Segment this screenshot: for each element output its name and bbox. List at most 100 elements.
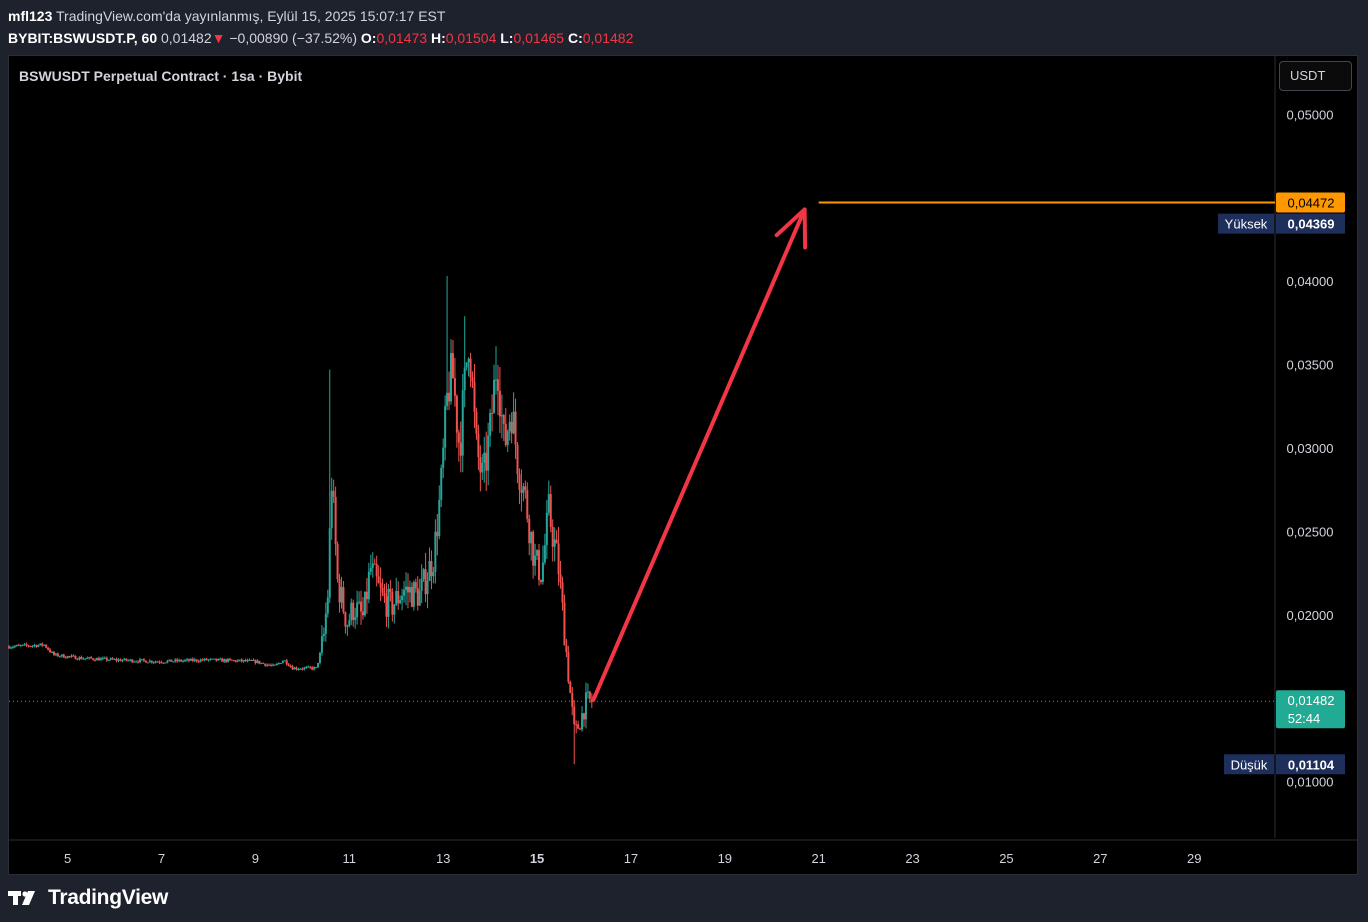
symbol-name[interactable]: BYBIT:BSWUSDT.P, 60 xyxy=(8,30,158,46)
candle-body xyxy=(154,661,157,663)
candle-body xyxy=(494,379,497,381)
candle-body xyxy=(332,490,335,497)
y-tick-label: 0,02500 xyxy=(1287,524,1334,539)
candle-body xyxy=(520,489,523,493)
candle-body xyxy=(344,612,347,627)
candle-body xyxy=(446,392,449,406)
candle-body xyxy=(467,358,470,363)
price-change: −0,00890 (−37.52%) xyxy=(229,30,358,46)
candle-body xyxy=(115,659,118,661)
candle-body xyxy=(80,657,83,660)
candle-body xyxy=(539,580,542,582)
candle-body xyxy=(403,589,406,596)
candle-body xyxy=(385,596,388,617)
low-tag-text: Düşük xyxy=(1231,757,1268,772)
candle-body xyxy=(97,658,100,661)
candle-body xyxy=(436,531,439,537)
candle-body xyxy=(144,660,147,663)
candle-body xyxy=(275,663,278,665)
candle-body xyxy=(313,667,316,670)
x-tick-label: 5 xyxy=(64,851,71,866)
candle-body xyxy=(225,659,228,662)
candle-body xyxy=(176,659,179,662)
candle-body xyxy=(430,561,433,577)
candle-body xyxy=(581,713,584,730)
candle-body xyxy=(514,411,517,445)
candle-body xyxy=(538,550,541,581)
candle-body xyxy=(82,658,85,660)
candle-body xyxy=(234,660,237,662)
high-value: 0,01504 xyxy=(445,30,497,46)
candle-body xyxy=(227,658,230,662)
candle-body xyxy=(283,660,286,662)
candle-body xyxy=(148,660,151,663)
candle-body xyxy=(532,531,535,566)
x-tick-label: 11 xyxy=(343,851,357,866)
candle-body xyxy=(387,588,390,617)
candle-body xyxy=(354,617,357,620)
candle-body xyxy=(277,663,280,665)
candle-body xyxy=(588,691,591,699)
candle-body xyxy=(361,611,364,616)
candle-body xyxy=(502,415,505,424)
candle-body xyxy=(410,587,413,607)
currency-button[interactable]: USDT xyxy=(1279,61,1352,91)
high-price-label-bg xyxy=(1276,213,1345,234)
candle-body xyxy=(182,660,185,662)
candle-body xyxy=(381,587,384,593)
candle-body xyxy=(99,658,102,661)
candle-body xyxy=(565,645,568,652)
candle-body xyxy=(459,442,462,456)
candle-body xyxy=(195,659,198,662)
candle-body xyxy=(17,644,20,646)
candle-body xyxy=(96,658,99,661)
publish-date: TradingView.com'da yayınlanmış, Eylül 15… xyxy=(56,8,446,24)
candle-body xyxy=(150,660,153,663)
candle-body xyxy=(164,662,167,664)
chart-frame[interactable] xyxy=(8,55,1358,875)
down-arrow-icon: ▼ xyxy=(211,30,226,46)
candle-body xyxy=(346,625,349,627)
candle-body xyxy=(64,657,67,659)
candle-body xyxy=(336,544,339,580)
candle-body xyxy=(170,659,173,662)
candle-body xyxy=(266,664,269,666)
tradingview-logo[interactable]: TradingView xyxy=(8,886,168,910)
target-price-label-bg xyxy=(1276,192,1345,213)
candle-body xyxy=(451,353,454,379)
candle-body xyxy=(37,645,40,647)
candle-body xyxy=(317,662,320,668)
candle-body xyxy=(166,660,169,663)
low-price-label: 0,01104 xyxy=(1288,757,1335,772)
projection-arrow-shaft xyxy=(591,207,807,702)
candle-body xyxy=(135,661,138,663)
x-tick-label: 15 xyxy=(530,851,544,866)
candle-body xyxy=(264,663,267,666)
candle-body xyxy=(78,657,81,660)
candle-body xyxy=(358,601,361,603)
candle-body xyxy=(481,462,484,473)
author-name: mfl123 xyxy=(8,8,53,24)
candle-body xyxy=(557,543,560,575)
candle-body xyxy=(215,658,218,661)
candle-body xyxy=(420,578,423,591)
candle-body xyxy=(496,379,499,391)
candle-body xyxy=(70,655,73,657)
y-tick-label: 0,04000 xyxy=(1287,274,1334,289)
candle-body xyxy=(305,667,308,669)
candle-body xyxy=(297,669,300,671)
candle-body xyxy=(553,539,556,547)
candle-body xyxy=(299,668,302,670)
projection-arrowhead-icon xyxy=(774,207,808,250)
candle-body xyxy=(406,586,409,593)
candle-body xyxy=(479,457,482,473)
candle-body xyxy=(453,378,456,396)
candle-body xyxy=(152,662,155,664)
candle-body xyxy=(74,655,77,660)
candle-body xyxy=(318,652,321,663)
candle-body xyxy=(512,411,515,434)
candle-body xyxy=(371,563,374,568)
candle-body xyxy=(270,665,273,667)
candle-body xyxy=(221,658,224,662)
